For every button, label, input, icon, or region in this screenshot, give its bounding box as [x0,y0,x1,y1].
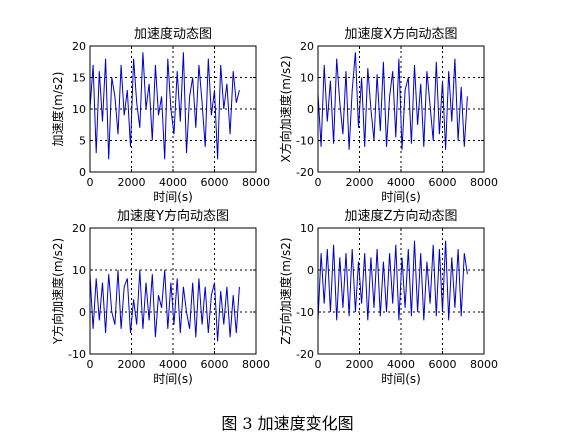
x-axis-label: 时间(s) [153,372,193,386]
series-line [89,52,240,160]
y-tick-label: 20 [72,40,86,53]
chart-panel-4: 0 2000 4000 6000 8000 -20 -10 0 10 加速度Z方向动态图时间(s)… [278,208,498,386]
y-tick-label: 5 [79,135,86,148]
x-tick-label: 2000 [346,176,374,189]
plot-area [90,228,256,354]
y-axis-label: X方向加速度(m/s2) [278,55,293,162]
y-axis-label: Z方向加速度(m/s2) [278,237,293,344]
y-tick-label: 0 [79,306,86,319]
x-tick-label: 4000 [159,176,187,189]
x-tick-label: 6000 [429,358,457,371]
chart-title: 加速度Z方向动态图 [345,208,458,224]
x-tick-label: 2000 [346,358,374,371]
y-tick-label: -10 [296,135,314,148]
x-tick-label: 2000 [118,358,146,371]
x-tick-label: 8000 [242,176,270,189]
y-tick-label: 20 [72,222,86,235]
x-tick-label: 6000 [201,176,229,189]
x-tick-label: 8000 [470,176,498,189]
y-tick-label: -20 [296,166,314,179]
x-tick-label: 0 [315,358,322,371]
chart-title: 加速度动态图 [134,26,212,42]
y-tick-label: 10 [300,222,314,235]
x-tick-label: 0 [87,358,94,371]
figure-caption: 图 3 加速度变化图 [221,414,354,433]
y-tick-label: 10 [72,103,86,116]
y-tick-label: -20 [296,348,314,361]
chart-title: 加速度Y方向动态图 [117,208,229,224]
y-tick-label: -10 [68,348,86,361]
y-tick-label: -10 [296,306,314,319]
figure-canvas: 0 2000 4000 6000 800005101520加速度动态图时间(s)加速度(… [50,26,498,386]
y-tick-label: 0 [79,166,86,179]
x-tick-label: 0 [315,176,322,189]
x-tick-label: 4000 [159,358,187,371]
x-axis-label: 时间(s) [381,190,421,204]
x-tick-label: 8000 [242,358,270,371]
plot-area [318,228,484,354]
x-tick-label: 4000 [387,358,415,371]
chart-panel-2: 0 2000 4000 6000 8000 -20 -10 0 10 20 加速度X方向动态图时间(… [278,26,498,204]
x-tick-label: 4000 [387,176,415,189]
y-tick-label: 15 [72,72,86,85]
x-tick-label: 0 [87,176,94,189]
series-line [317,240,468,321]
x-axis-label: 时间(s) [381,372,421,386]
y-tick-label: 20 [300,40,314,53]
x-tick-label: 6000 [429,176,457,189]
y-tick-label: 0 [307,103,314,116]
y-tick-label: 0 [307,264,314,277]
x-tick-label: 6000 [201,358,229,371]
y-axis-label: Y方向加速度(m/s2) [50,238,65,345]
y-tick-label: 10 [300,72,314,85]
y-tick-label: 10 [72,264,86,277]
y-axis-label: 加速度(m/s2) [50,72,65,147]
chart-panel-3: 0 2000 4000 6000 8000-1001020加速度Y方向动态图时间(s)Y… [50,208,270,386]
chart-title: 加速度X方向动态图 [345,26,458,42]
series-line [89,269,240,342]
x-axis-label: 时间(s) [153,190,193,204]
x-tick-label: 2000 [118,176,146,189]
series-line [317,52,468,150]
x-tick-label: 8000 [470,358,498,371]
